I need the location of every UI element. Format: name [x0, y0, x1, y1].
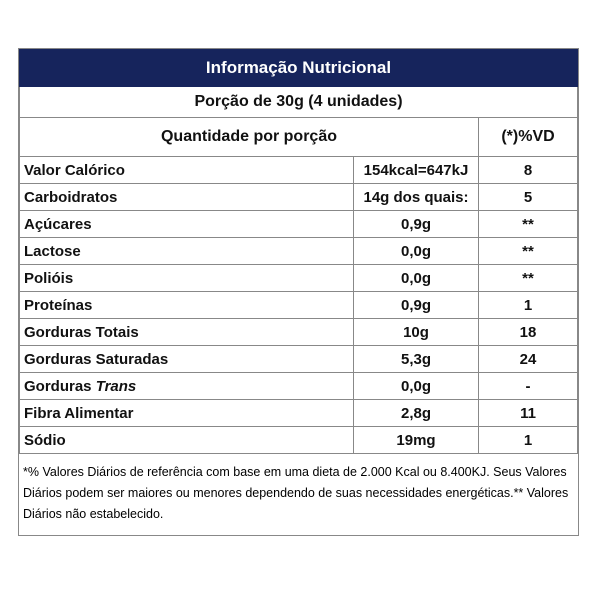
daily-value: 1	[478, 291, 578, 319]
column-header: (*)%VD	[478, 117, 578, 157]
nutrient-name: Valor Calórico	[24, 161, 125, 179]
amount: 5,3g	[353, 345, 479, 373]
amount: 154kcal=647kJ	[353, 156, 479, 184]
nutrient-name-cell: Gorduras Saturadas	[19, 345, 354, 373]
nutrient-row: Valor Calórico 154kcal=647kJ 8	[19, 156, 578, 184]
nutrient-row: Gorduras Saturadas 5,3g 24	[19, 345, 578, 373]
nutrient-name: Lactose	[24, 242, 81, 260]
amount: 2,8g	[353, 399, 479, 427]
nutrient-name-cell: Fibra Alimentar	[19, 399, 354, 427]
amount: 0,9g	[353, 210, 479, 238]
footnote: *% Valores Diários de referência com bas…	[23, 465, 569, 521]
amount: 19mg	[353, 426, 479, 454]
nutrient-name: Fibra Alimentar	[24, 404, 134, 422]
title: Informação Nutricional	[19, 49, 578, 87]
daily-value: -	[478, 372, 578, 400]
table-body: Informação Nutricional Porção de 30g (4 …	[19, 49, 578, 454]
nutrient-name: Açúcares	[24, 215, 92, 233]
daily-value: 8	[478, 156, 578, 184]
nutrient-name: Carboidratos	[24, 188, 118, 206]
amount: 10g	[353, 318, 479, 346]
nutrient-row: Gorduras Totais 10g 18	[19, 318, 578, 346]
column-header-row: Quantidade por porção (*)%VD	[19, 117, 578, 157]
daily-value: 18	[478, 318, 578, 346]
daily-value: **	[478, 264, 578, 292]
nutrient-name-cell: Carboidratos	[19, 183, 354, 211]
nutrient-name-cell: Gorduras Totais	[19, 318, 354, 346]
nutrition-table: Informação Nutricional Porção de 30g (4 …	[18, 48, 579, 536]
nutrient-row: Proteínas 0,9g 1	[19, 291, 578, 319]
nutrient-name-italic: Trans	[95, 377, 137, 395]
table: Informação Nutricional Porção de 30g (4 …	[19, 49, 578, 454]
column-header: Quantidade por porção	[19, 117, 479, 157]
daily-value: **	[478, 237, 578, 265]
nutrient-name-cell: Sódio	[19, 426, 354, 454]
amount: 0,0g	[353, 372, 479, 400]
nutrient-name-cell: Lactose	[19, 237, 354, 265]
nutrient-name: Polióis	[24, 269, 74, 287]
nutrient-row: Gorduras Trans 0,0g -	[19, 372, 578, 400]
portion-row: Porção de 30g (4 unidades)	[19, 86, 578, 118]
nutrient-row: Lactose 0,0g **	[19, 237, 578, 265]
daily-value: 5	[478, 183, 578, 211]
nutrient-name-cell: Açúcares	[19, 210, 354, 238]
daily-value: 1	[478, 426, 578, 454]
nutrient-name: Gorduras Totais	[24, 323, 139, 341]
nutrient-row: Polióis 0,0g **	[19, 264, 578, 292]
nutrient-row: Fibra Alimentar 2,8g 11	[19, 399, 578, 427]
daily-value: 11	[478, 399, 578, 427]
amount: 0,0g	[353, 237, 479, 265]
daily-value: 24	[478, 345, 578, 373]
amount: 0,9g	[353, 291, 479, 319]
amount: 14g dos quais:	[353, 183, 479, 211]
nutrient-row: Açúcares 0,9g **	[19, 210, 578, 238]
title-row: Informação Nutricional	[19, 49, 578, 87]
nutrient-row: Carboidratos 14g dos quais: 5	[19, 183, 578, 211]
amount: 0,0g	[353, 264, 479, 292]
nutrient-row: Sódio 19mg 1	[19, 426, 578, 454]
daily-value: **	[478, 210, 578, 238]
nutrient-name-cell: Polióis	[19, 264, 354, 292]
nutrient-name-cell: Proteínas	[19, 291, 354, 319]
nutrient-name: Sódio	[24, 431, 66, 449]
nutrient-name-cell: Valor Calórico	[19, 156, 354, 184]
portion: Porção de 30g (4 unidades)	[19, 86, 578, 118]
nutrient-name: Proteínas	[24, 296, 93, 314]
nutrient-name-cell: Gorduras Trans	[19, 372, 354, 400]
nutrient-name: Gorduras	[24, 377, 92, 395]
nutrient-name: Gorduras Saturadas	[24, 350, 169, 368]
